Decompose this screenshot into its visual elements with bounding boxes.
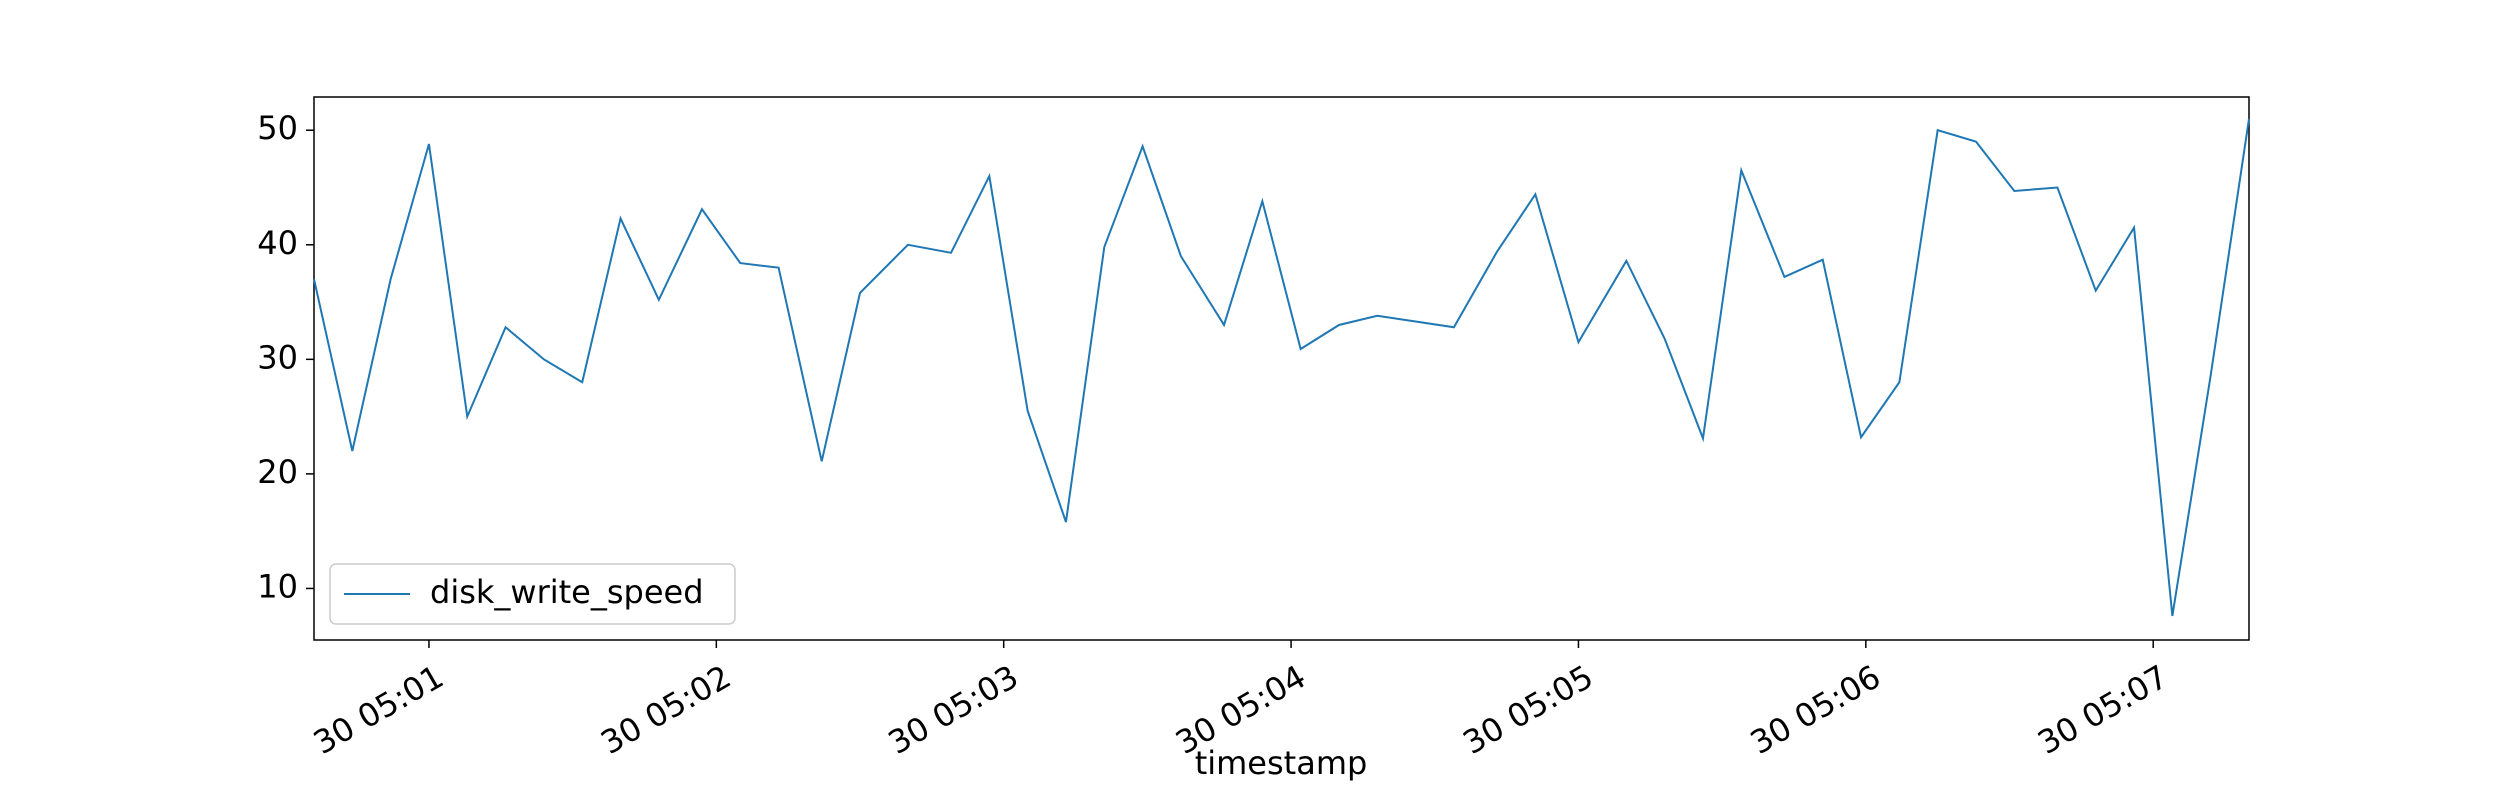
x-tick-label: 30 05:07 bbox=[2031, 657, 2174, 761]
x-tick-label: 30 05:02 bbox=[594, 657, 737, 761]
y-tick-label: 30 bbox=[257, 338, 298, 376]
x-axis-label: timestamp bbox=[1195, 744, 1368, 782]
y-tick-label: 20 bbox=[257, 453, 298, 491]
line bbox=[313, 118, 2250, 617]
y-tick-label: 40 bbox=[257, 224, 298, 262]
x-tick-label: 30 05:06 bbox=[1744, 657, 1887, 761]
x-tick-label: 30 05:03 bbox=[882, 657, 1025, 761]
legend-box bbox=[329, 563, 736, 625]
y-tick-label: 10 bbox=[257, 567, 298, 605]
legend-label: disk_write_speed bbox=[430, 573, 704, 611]
plot-frame bbox=[313, 96, 2250, 641]
y-tick-label: 50 bbox=[257, 109, 298, 147]
x-tick-label: 30 05:05 bbox=[1457, 657, 1600, 761]
x-tick-label: 30 05:01 bbox=[307, 657, 450, 761]
